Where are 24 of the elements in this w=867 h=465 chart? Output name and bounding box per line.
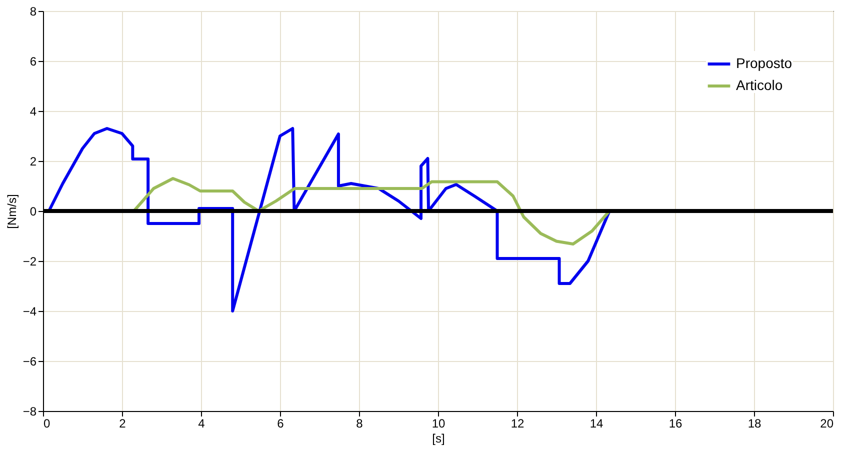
y-tick-label: −8 bbox=[22, 404, 37, 418]
y-tick-label: 4 bbox=[30, 104, 37, 118]
y-tick-label: −2 bbox=[22, 254, 37, 268]
y-tick-label: 6 bbox=[30, 54, 37, 68]
x-axis-title: [s] bbox=[432, 432, 445, 446]
x-tick-label: 4 bbox=[198, 416, 206, 430]
x-tick-label: 12 bbox=[510, 416, 524, 430]
x-tick-label: 0 bbox=[44, 416, 50, 430]
y-tick-label: −6 bbox=[22, 354, 37, 368]
legend-label: Articolo bbox=[736, 77, 783, 93]
y-tick-label: 2 bbox=[30, 154, 37, 168]
x-tick-label: 20 bbox=[820, 416, 834, 430]
y-tick-label: −4 bbox=[22, 304, 37, 318]
legend-label: Proposto bbox=[736, 55, 792, 71]
x-tick-label: 16 bbox=[668, 416, 682, 430]
y-tick-label: 0 bbox=[30, 204, 37, 218]
x-tick-label: 6 bbox=[277, 416, 284, 430]
x-tick-label: 14 bbox=[590, 416, 604, 430]
x-tick-label: 2 bbox=[119, 416, 126, 430]
x-tick-label: 18 bbox=[748, 416, 762, 430]
y-axis-title: [Nm/s] bbox=[4, 194, 19, 229]
x-tick-label: 8 bbox=[356, 416, 364, 430]
x-tick-label: 10 bbox=[432, 416, 446, 430]
y-tick-label: 8 bbox=[30, 4, 37, 18]
